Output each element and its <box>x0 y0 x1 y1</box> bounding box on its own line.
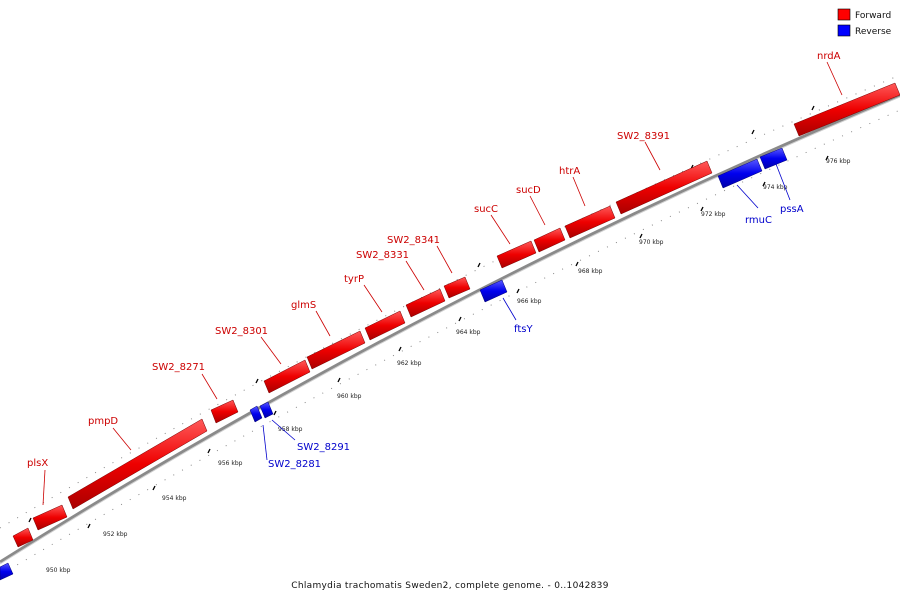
tick-label: 976 kbp <box>826 158 851 165</box>
tick-label: 960 kbp <box>337 393 362 400</box>
legend-label-reverse: Reverse <box>855 27 892 37</box>
gene-block-nrdA[interactable] <box>793 82 900 137</box>
gene-label-SW2_8291[interactable]: SW2_8291 <box>297 442 350 453</box>
tick-label: 966 kbp <box>517 298 542 305</box>
genome-caption: Chlamydia trachomatis Sweden2, complete … <box>291 581 609 591</box>
gene-label-pmpD[interactable]: pmpD <box>88 416 118 427</box>
gene-block-rmuC[interactable] <box>717 158 763 189</box>
forward-genes <box>12 82 900 548</box>
gene-label-SW2_8331[interactable]: SW2_8331 <box>356 250 409 261</box>
gene-block-tyrP[interactable] <box>364 310 406 341</box>
gene-label-rmuC[interactable]: rmuC <box>745 215 772 226</box>
tick-label: 974 kbp <box>763 184 788 191</box>
tick-label: 954 kbp <box>162 495 187 502</box>
tick-labels: 950 kbp 952 kbp 954 kbp 956 kbp 958 kbp … <box>46 158 851 574</box>
gene-labels: plsX pmpD SW2_8271 SW2_8281 SW2_8291 SW2… <box>27 51 841 470</box>
gene-block-pssA[interactable] <box>759 147 788 170</box>
tick-label: 950 kbp <box>46 567 71 574</box>
gene-label-SW2_8281[interactable]: SW2_8281 <box>268 459 321 470</box>
gene-block-glmS[interactable] <box>306 330 366 370</box>
tick-label: 958 kbp <box>278 426 303 433</box>
lower-guide-dots <box>0 109 900 576</box>
tick-label: 952 kbp <box>103 531 128 538</box>
gene-label-htrA[interactable]: htrA <box>559 166 580 177</box>
legend: Forward Reverse <box>837 8 892 37</box>
gene-block-sucD[interactable] <box>533 227 566 253</box>
gene-label-SW2_8271[interactable]: SW2_8271 <box>152 362 205 373</box>
gene-label-SW2_8391[interactable]: SW2_8391 <box>617 131 670 142</box>
gene-block-sucC[interactable] <box>496 240 537 269</box>
gene-block-SW2_8341[interactable] <box>443 276 471 299</box>
gene-label-plsX[interactable]: plsX <box>27 458 48 469</box>
tick-label: 956 kbp <box>218 460 243 467</box>
gene-block-plsX[interactable] <box>32 504 68 531</box>
gene-label-SW2_8341[interactable]: SW2_8341 <box>387 235 440 246</box>
label-leader-lines <box>42 61 843 506</box>
gene-block-SW2_8391[interactable] <box>615 160 713 215</box>
gene-label-nrdA[interactable]: nrdA <box>817 51 841 62</box>
gene-label-glmS[interactable]: glmS <box>291 300 316 311</box>
legend-label-forward: Forward <box>855 11 891 21</box>
tick-label: 970 kbp <box>639 239 664 246</box>
gene-label-sucC[interactable]: sucC <box>474 204 498 215</box>
gene-block-htrA[interactable] <box>564 205 616 239</box>
gene-block-plsX-part1[interactable] <box>12 527 34 548</box>
gene-block-SW2_8301[interactable] <box>263 359 311 394</box>
gene-block-pmpD[interactable] <box>67 418 208 510</box>
legend-swatch-forward <box>837 8 851 21</box>
major-ticks <box>28 105 829 529</box>
reverse-genes <box>0 147 788 581</box>
tick-label: 962 kbp <box>397 360 422 367</box>
gene-label-SW2_8301[interactable]: SW2_8301 <box>215 326 268 337</box>
gene-label-tyrP[interactable]: tyrP <box>344 274 364 285</box>
gene-block-SW2_8271[interactable] <box>210 399 239 424</box>
gene-label-ftsY[interactable]: ftsY <box>514 324 533 335</box>
gene-block-SW2_8281[interactable] <box>249 405 263 423</box>
gene-label-sucD[interactable]: sucD <box>516 185 541 196</box>
tick-label: 972 kbp <box>701 211 726 218</box>
tick-label: 964 kbp <box>456 329 481 336</box>
gene-label-pssA[interactable]: pssA <box>780 204 804 215</box>
legend-swatch-reverse <box>837 24 851 37</box>
gene-block-ftsY[interactable] <box>479 279 508 303</box>
genome-backbone <box>0 93 900 564</box>
gene-block-edge-reverse[interactable] <box>0 562 14 581</box>
gene-block-SW2_8331[interactable] <box>405 288 446 318</box>
gene-block-SW2_8291[interactable] <box>259 401 274 419</box>
tick-label: 968 kbp <box>578 268 603 275</box>
